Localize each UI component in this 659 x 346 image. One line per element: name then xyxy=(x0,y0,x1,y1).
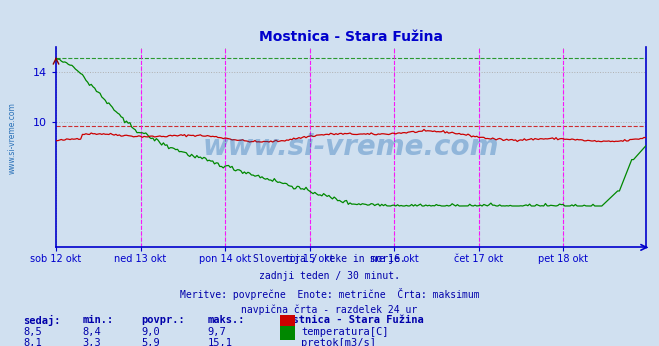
Text: povpr.:: povpr.: xyxy=(142,315,185,325)
Text: 8,4: 8,4 xyxy=(82,327,101,337)
Text: sedaj:: sedaj: xyxy=(23,315,61,326)
Text: 5,9: 5,9 xyxy=(142,338,160,346)
Text: 8,1: 8,1 xyxy=(23,338,42,346)
Text: Meritve: povprečne  Enote: metrične  Črta: maksimum: Meritve: povprečne Enote: metrične Črta:… xyxy=(180,288,479,300)
Text: www.si-vreme.com: www.si-vreme.com xyxy=(203,133,499,161)
Text: temperatura[C]: temperatura[C] xyxy=(301,327,389,337)
Text: min.:: min.: xyxy=(82,315,113,325)
Text: Mostnica - Stara Fužina: Mostnica - Stara Fužina xyxy=(280,315,424,325)
Text: navpična črta - razdelek 24 ur: navpična črta - razdelek 24 ur xyxy=(241,304,418,315)
Text: 9,7: 9,7 xyxy=(208,327,226,337)
Text: www.si-vreme.com: www.si-vreme.com xyxy=(8,102,17,174)
Text: Slovenija / reke in morje.: Slovenija / reke in morje. xyxy=(253,254,406,264)
Title: Mostnica - Stara Fužina: Mostnica - Stara Fužina xyxy=(259,30,443,44)
Text: 9,0: 9,0 xyxy=(142,327,160,337)
Text: maks.:: maks.: xyxy=(208,315,245,325)
Text: 3,3: 3,3 xyxy=(82,338,101,346)
Text: pretok[m3/s]: pretok[m3/s] xyxy=(301,338,376,346)
Text: zadnji teden / 30 minut.: zadnji teden / 30 minut. xyxy=(259,271,400,281)
Text: 15,1: 15,1 xyxy=(208,338,233,346)
Text: 8,5: 8,5 xyxy=(23,327,42,337)
